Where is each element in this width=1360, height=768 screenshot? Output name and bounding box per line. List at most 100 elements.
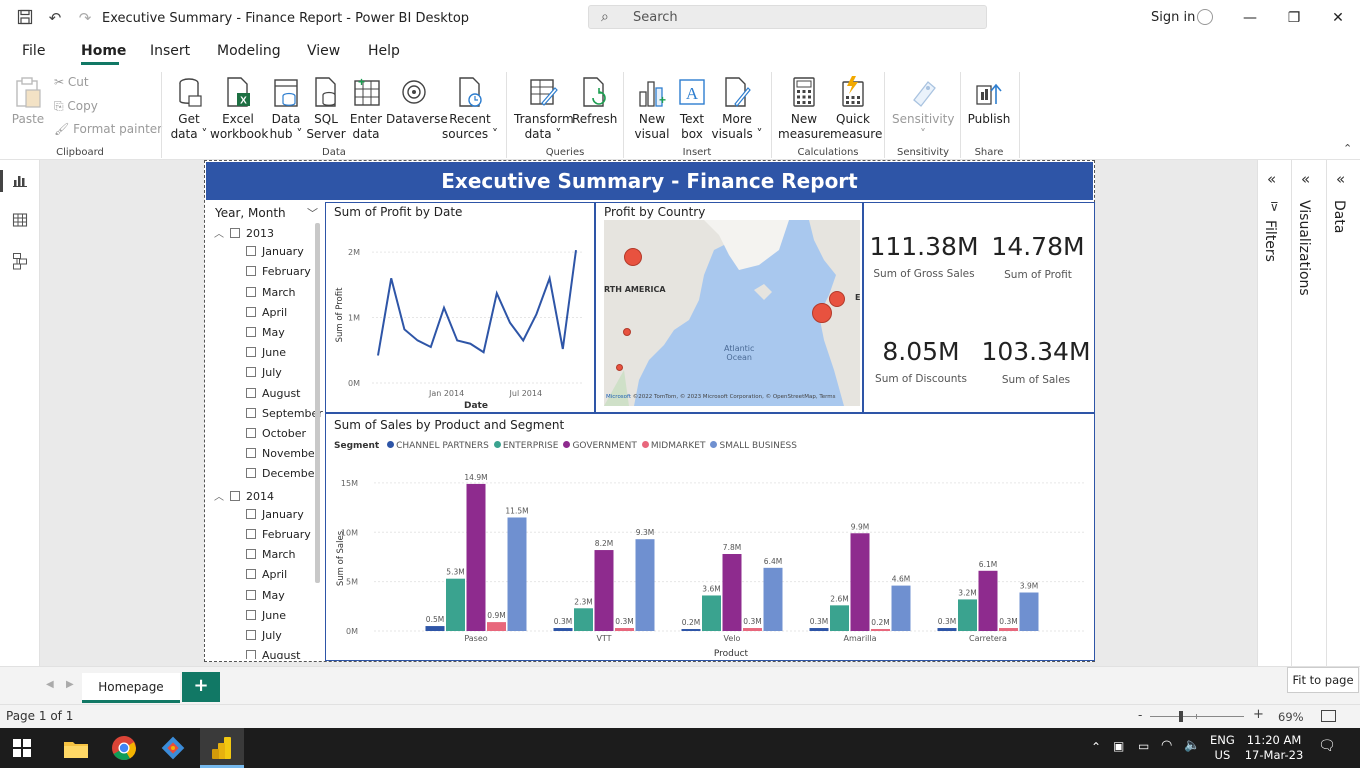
world-map[interactable]: RTH AMERICA Atlantic Ocean E Microsoft ©2… (604, 220, 860, 406)
chrome-icon[interactable] (110, 734, 138, 762)
new-measure-button[interactable]: New measure (778, 76, 830, 142)
prev-page-icon[interactable]: ◀ (46, 679, 54, 690)
recent-sources-button[interactable]: Recent sources ˅ (442, 76, 498, 142)
checkbox[interactable] (246, 428, 256, 438)
enter-data-button[interactable]: + Enter data (346, 76, 386, 142)
excel-workbook-button[interactable]: X Excel workbook (210, 76, 268, 142)
slicer-month-item[interactable]: October (246, 427, 306, 443)
bar[interactable] (466, 483, 486, 631)
paste-button[interactable]: Paste (10, 76, 46, 127)
slicer-year-2014[interactable]: ︿ 2014 (214, 488, 274, 504)
transform-data-button[interactable]: Transform data ˅ (514, 76, 574, 142)
slicer-month-item[interactable]: February (246, 528, 311, 544)
checkbox[interactable] (246, 650, 256, 659)
filters-pane[interactable]: « ⊽ Filters (1257, 160, 1291, 666)
sql-server-button[interactable]: SQL Server (306, 76, 346, 142)
bar[interactable] (507, 517, 527, 631)
powerbi-icon[interactable] (208, 734, 236, 762)
visualizations-pane[interactable]: « Visualizations (1291, 160, 1326, 666)
checkbox[interactable] (246, 327, 256, 337)
tab-file[interactable]: File (22, 43, 46, 59)
map-bubble-france[interactable] (812, 303, 832, 323)
collapse-ribbon-icon[interactable]: ⌃ (1343, 142, 1353, 155)
checkbox[interactable] (246, 407, 256, 418)
slicer-month-item[interactable]: June (246, 346, 286, 362)
checkbox[interactable] (246, 569, 256, 580)
bar[interactable] (425, 626, 445, 631)
restore-button[interactable]: ❐ (1287, 10, 1301, 26)
page-tab-homepage[interactable]: Homepage (82, 673, 180, 703)
checkbox[interactable] (246, 347, 256, 358)
map-bubble-mexico[interactable] (616, 364, 623, 371)
checkbox[interactable] (246, 468, 256, 479)
format-painter-button[interactable]: 🖌 Format painter (54, 122, 162, 136)
data-pane[interactable]: « Data (1326, 160, 1360, 666)
checkbox[interactable] (246, 448, 256, 459)
bar[interactable] (594, 550, 614, 631)
git-app-icon[interactable] (159, 734, 187, 762)
more-visuals-button[interactable]: More visuals ˅ (710, 76, 764, 142)
slicer-month-item[interactable]: May (246, 326, 285, 342)
bar[interactable] (615, 628, 634, 631)
publish-button[interactable]: Publish (966, 76, 1012, 127)
bar[interactable] (978, 570, 998, 631)
refresh-button[interactable]: Refresh (572, 76, 617, 127)
zoom-slider-thumb[interactable] (1179, 711, 1183, 722)
checkbox[interactable] (246, 367, 256, 378)
slicer-month-item[interactable]: November (246, 447, 319, 463)
profit-by-country-visual[interactable]: Profit by Country RTH AMERICA Atlantic Oc… (595, 202, 863, 413)
checkbox[interactable] (246, 387, 256, 398)
checkbox[interactable] (246, 266, 256, 277)
slicer-month-item[interactable]: March (246, 286, 296, 302)
bar[interactable] (850, 533, 870, 631)
bar[interactable] (958, 599, 977, 631)
data-hub-button[interactable]: Data hub ˅ (266, 76, 306, 142)
slicer-month-item[interactable]: January (246, 245, 304, 261)
file-explorer-icon[interactable] (62, 734, 90, 762)
bar[interactable] (574, 608, 593, 631)
slicer-month-item[interactable]: July (246, 629, 282, 645)
zoom-in-button[interactable]: + (1253, 707, 1264, 722)
windows-start-icon[interactable] (12, 738, 32, 758)
new-visual-button[interactable]: + New visual (630, 76, 674, 142)
profit-by-date-visual[interactable]: Sum of Profit by Date 0M 1M 2M Jan 2014 Jul … (325, 202, 595, 413)
legend-item[interactable]: SMALL BUSINESS (710, 441, 797, 451)
legend-item[interactable]: CHANNEL PARTNERS (387, 441, 489, 451)
text-box-button[interactable]: A Text box (674, 76, 710, 142)
slicer-month-item[interactable]: September (246, 407, 323, 423)
checkbox[interactable] (246, 609, 256, 620)
zoom-out-button[interactable]: - (1138, 708, 1143, 722)
next-page-icon[interactable]: ▶ (66, 679, 74, 690)
volume-icon[interactable]: 🔈 (1184, 738, 1201, 753)
copy-button[interactable]: ⎘ Copy (54, 99, 98, 114)
map-bubble-germany[interactable] (829, 291, 845, 307)
sign-in-link[interactable]: Sign in (1151, 10, 1196, 25)
slicer-year-2013[interactable]: ︿ 2013 (214, 225, 274, 241)
bar[interactable] (937, 628, 957, 631)
bar[interactable] (743, 628, 762, 631)
undo-icon[interactable]: ↶ (48, 9, 62, 27)
checkbox[interactable] (246, 286, 256, 297)
save-icon[interactable] (16, 9, 34, 27)
slicer-month-item[interactable]: May (246, 589, 285, 605)
slicer-month-item[interactable]: March (246, 548, 296, 564)
bar[interactable] (830, 605, 849, 631)
search-box[interactable]: ⌕ Search (588, 5, 987, 29)
dataverse-button[interactable]: Dataverse (386, 76, 448, 127)
slicer-month-item[interactable]: April (246, 568, 287, 584)
slicer-month-item[interactable]: April (246, 306, 287, 322)
legend-item[interactable]: GOVERNMENT (563, 441, 637, 451)
slicer-month-item[interactable]: December (246, 467, 319, 483)
bar[interactable] (446, 578, 465, 631)
chevron-down-icon[interactable]: ﹀ (307, 207, 318, 220)
bar[interactable] (635, 539, 655, 631)
tab-insert[interactable]: Insert (150, 43, 191, 59)
wifi-icon[interactable]: ◠ (1161, 738, 1173, 753)
collapse-caret-icon[interactable]: ︿ (214, 491, 224, 503)
tab-view[interactable]: View (307, 43, 341, 59)
bar[interactable] (722, 554, 742, 631)
legend-item[interactable]: ENTERPRISE (493, 441, 558, 451)
battery-icon[interactable]: ▭ (1138, 739, 1150, 753)
slicer-scrollbar[interactable] (315, 223, 320, 583)
close-button[interactable]: ✕ (1332, 10, 1344, 26)
